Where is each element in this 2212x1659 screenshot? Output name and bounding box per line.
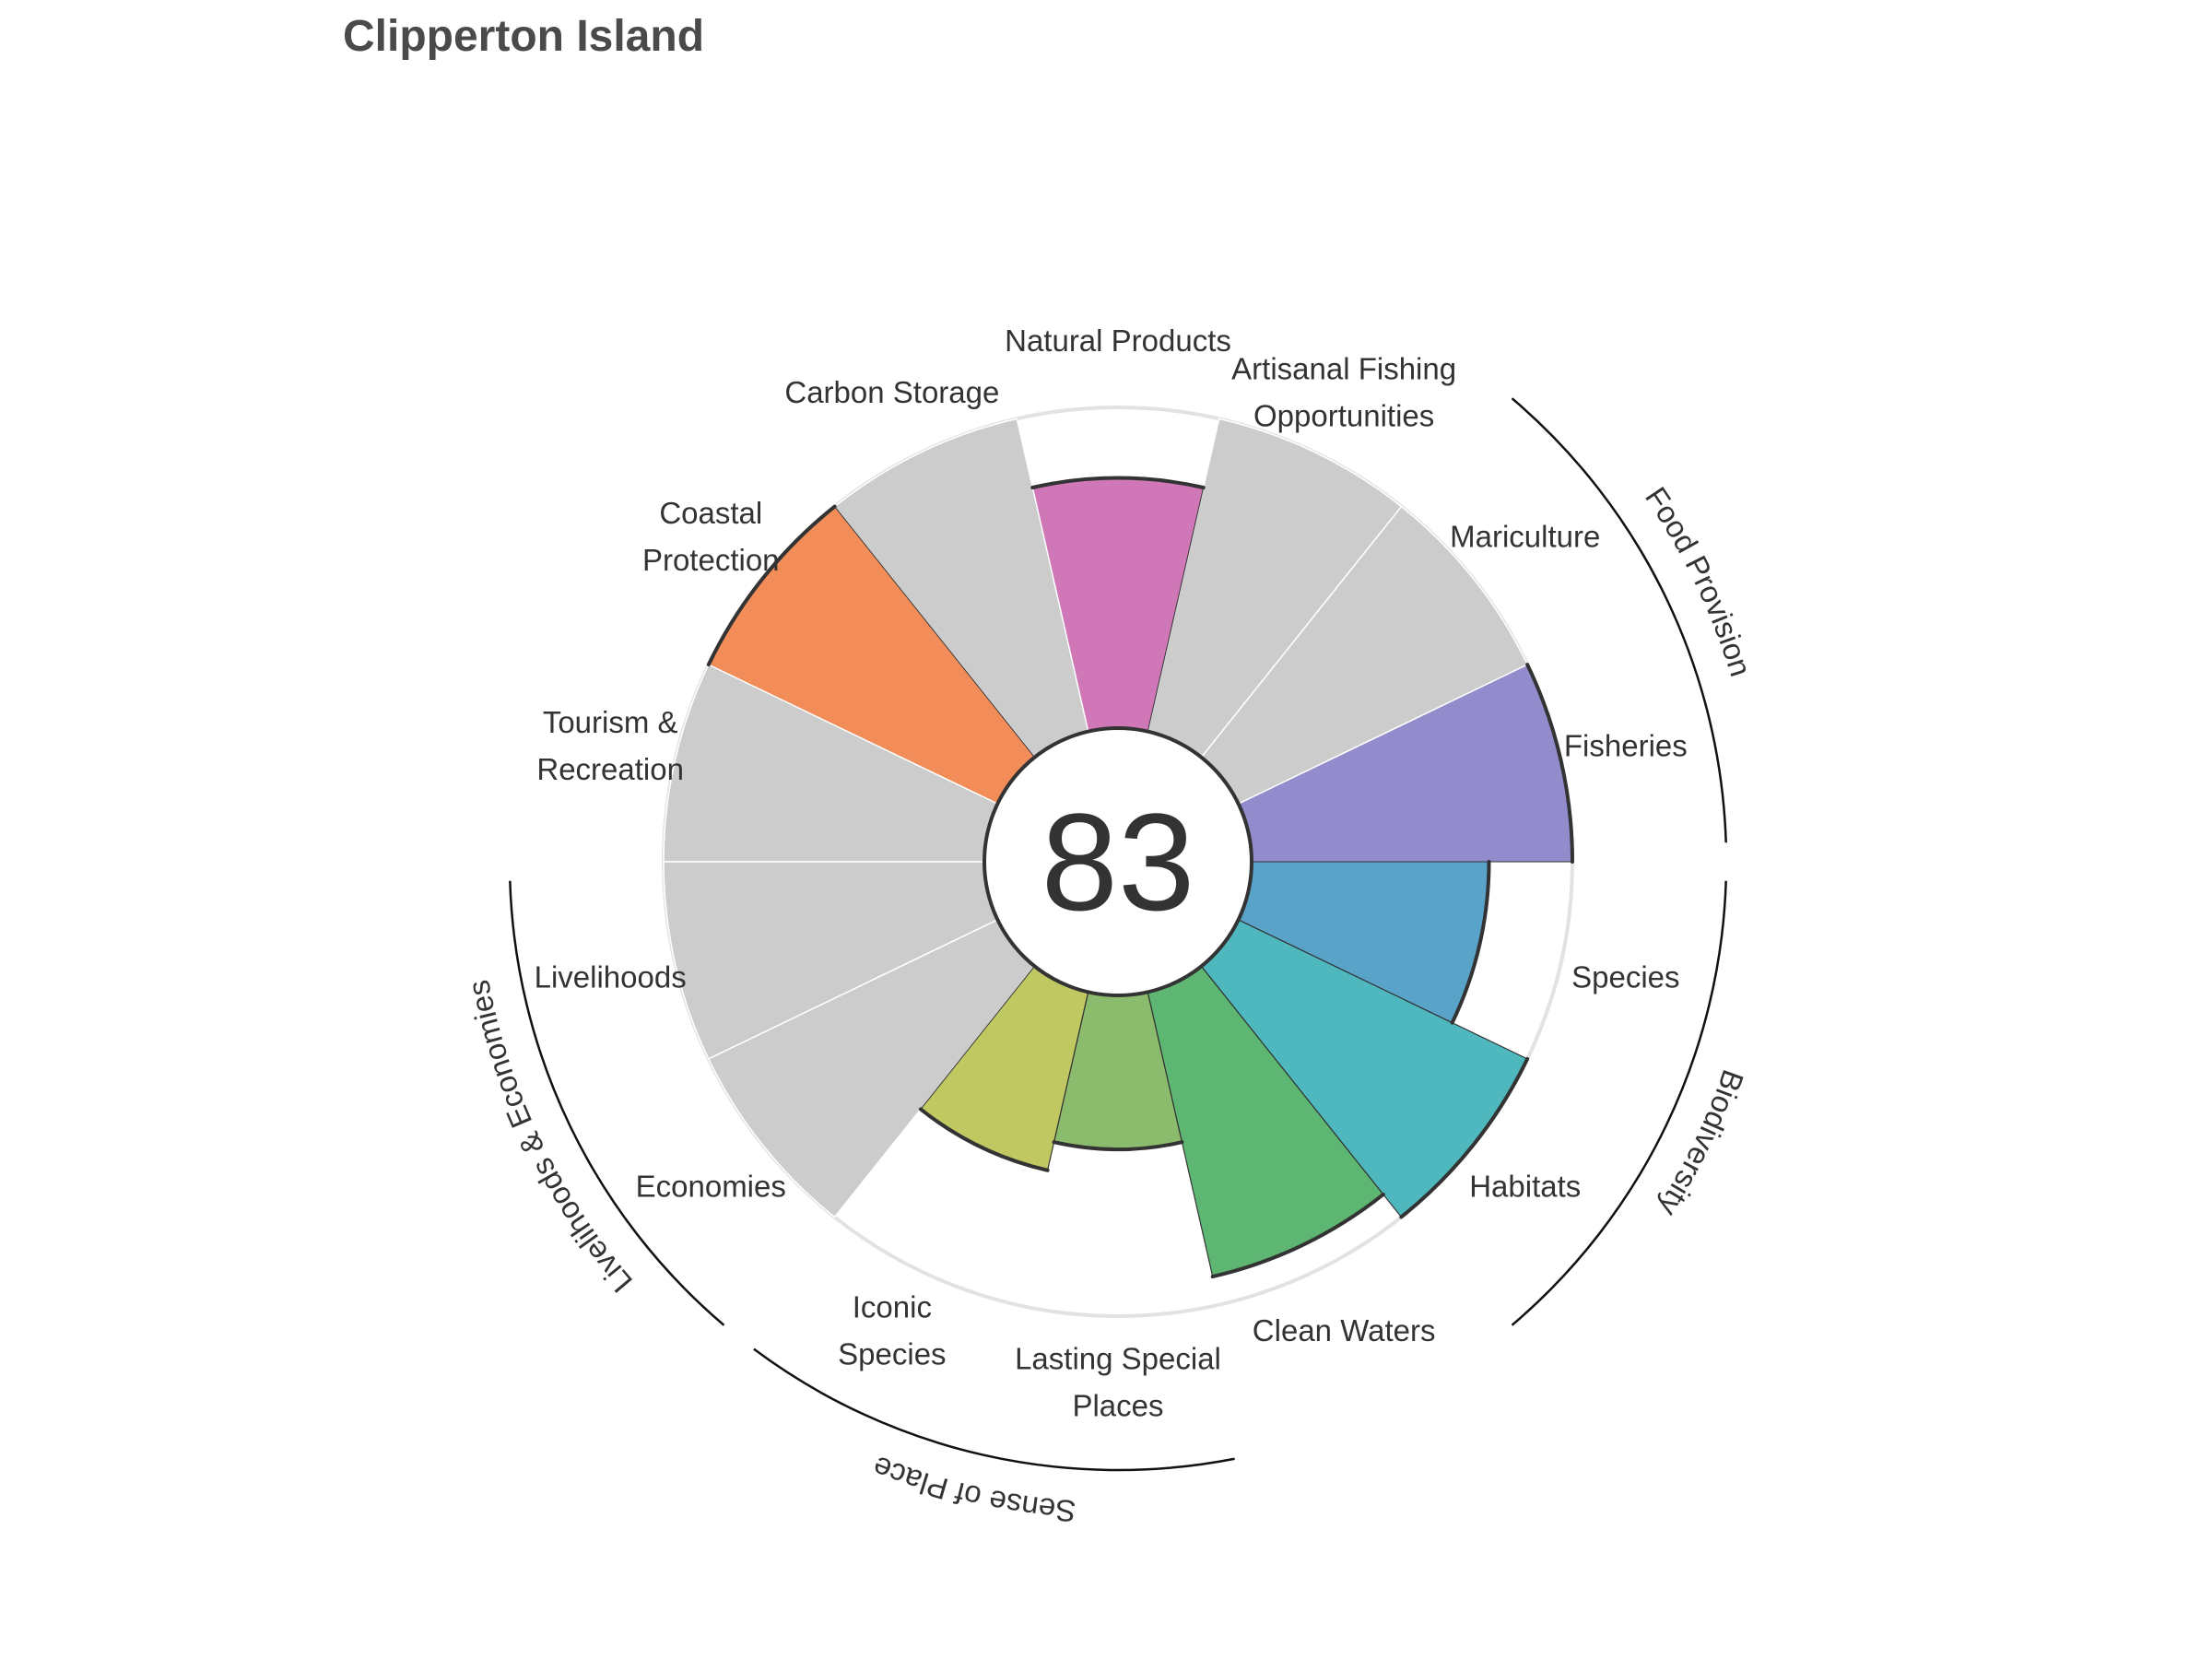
- sector-divider: [1053, 992, 1089, 1143]
- group-arc-0: [1511, 397, 1727, 843]
- center-circle: [982, 726, 1253, 997]
- goal-label-tr: Tourism & Recreation: [536, 705, 684, 786]
- goal-label-line: Tourism &: [543, 705, 678, 739]
- goal-label-line: Fisheries: [1564, 728, 1688, 762]
- goal-label-line: Lasting Special: [1015, 1342, 1221, 1376]
- sector-divider: [1201, 966, 1384, 1195]
- goal-label-ao: Artisanal Fishing Opportunities: [1231, 351, 1456, 432]
- goal-label-line: Iconic: [853, 1290, 932, 1324]
- wedge-outline-spp: [1450, 860, 1491, 1025]
- goal-label-line: Protection: [642, 543, 780, 577]
- goal-label-line: Species: [1571, 960, 1679, 994]
- goal-label-ico: Iconic Species: [838, 1290, 946, 1371]
- group-label-1: Biodiversity: [1652, 1065, 1751, 1222]
- wedge-outline-lsp: [1052, 1140, 1184, 1152]
- group-arc-3: [509, 880, 725, 1326]
- goal-label-line: Recreation: [536, 752, 684, 786]
- group-arc-1: [1511, 880, 1727, 1326]
- goal-label-line: Livelihoods: [535, 960, 687, 994]
- group-label-2: Sense of Place: [868, 1450, 1077, 1529]
- goal-label-line: Opportunities: [1253, 398, 1434, 432]
- goal-label-line: Economies: [636, 1169, 786, 1203]
- wedge-outline-ico: [918, 1107, 1050, 1172]
- goal-label-np: Natural Products: [1005, 324, 1231, 358]
- goal-label-fis: Fisheries: [1564, 728, 1688, 762]
- goal-label-cp: Coastal Protection: [642, 496, 780, 577]
- goal-label-hab: Habitats: [1469, 1169, 1581, 1203]
- group-label-text: Livelihoods & Economies: [461, 977, 639, 1299]
- wedge-outline-cw: [1210, 1192, 1385, 1279]
- wedge-outline-fis: [1525, 663, 1574, 864]
- goal-label-lsp: Lasting Special Places: [1015, 1342, 1221, 1423]
- goal-label-eco: Economies: [636, 1169, 786, 1203]
- goal-label-mar: Mariculture: [1450, 520, 1600, 554]
- goal-label-cs: Carbon Storage: [784, 375, 999, 409]
- goal-label-line: Species: [838, 1337, 946, 1371]
- wedge-outline-np: [1030, 476, 1206, 490]
- group-label-3: Livelihoods & Economies: [461, 977, 639, 1299]
- wedge-outline-hab: [1399, 1056, 1530, 1219]
- goal-label-line: Coastal: [659, 496, 762, 530]
- sector-divider: [1238, 919, 1453, 1024]
- wedge-outline-cp: [706, 504, 837, 667]
- goal-label-line: Places: [1072, 1389, 1163, 1423]
- group-arc-2: [753, 1347, 1235, 1472]
- center-score: 83: [1041, 784, 1195, 939]
- group-label-text: Biodiversity: [1652, 1065, 1751, 1222]
- goal-label-line: Habitats: [1469, 1169, 1581, 1203]
- goal-label-line: Natural Products: [1005, 324, 1231, 358]
- sector-divider: [1147, 992, 1182, 1143]
- goal-label-cw: Clean Waters: [1253, 1313, 1436, 1347]
- goal-label-spp: Species: [1571, 960, 1679, 994]
- goal-label-liv: Livelihoods: [535, 960, 687, 994]
- group-label-text: Sense of Place: [868, 1450, 1077, 1529]
- goal-label-line: Carbon Storage: [784, 375, 999, 409]
- goal-label-line: Clean Waters: [1253, 1313, 1436, 1347]
- page-title: Clipperton Island: [343, 12, 705, 61]
- goal-label-line: Artisanal Fishing: [1231, 351, 1456, 385]
- goal-label-line: Mariculture: [1450, 520, 1600, 554]
